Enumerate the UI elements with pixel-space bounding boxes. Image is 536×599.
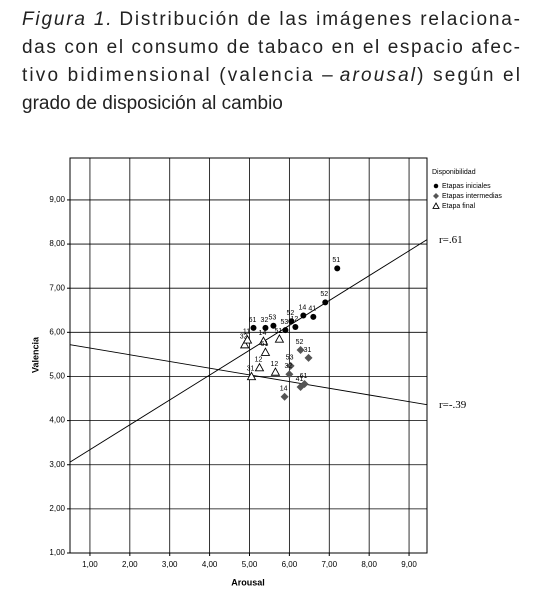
legend-label: Etapas intermedias bbox=[442, 193, 502, 200]
legend-marker bbox=[433, 193, 439, 199]
point bbox=[239, 339, 250, 349]
x-axis-label: Arousal bbox=[231, 577, 265, 587]
point-label: 31 bbox=[247, 365, 255, 372]
point bbox=[310, 313, 317, 320]
point-label: 12 bbox=[290, 316, 298, 323]
y-tick-label: 8,00 bbox=[49, 239, 65, 248]
point-label: 52 bbox=[296, 339, 304, 346]
point bbox=[285, 370, 294, 379]
point-label: 53 bbox=[280, 319, 288, 326]
point bbox=[296, 345, 305, 354]
point-label: 52 bbox=[286, 310, 294, 317]
caption-text: das con el consumo de tabaco en el espac… bbox=[22, 37, 520, 58]
point-label: 32 bbox=[240, 334, 248, 341]
x-tick-label: 9,00 bbox=[401, 560, 417, 569]
caption-text: tivo bidimensional (valencia – bbox=[22, 65, 333, 86]
caption-line: Figura 1. Distribución de las imágenes re… bbox=[22, 9, 520, 30]
caption-line: das con el consumo de tabaco en el espac… bbox=[22, 37, 520, 58]
point bbox=[322, 299, 329, 306]
point bbox=[286, 361, 295, 370]
point-label: 12 bbox=[255, 356, 263, 363]
point bbox=[250, 324, 257, 331]
caption-text: arousal bbox=[340, 65, 416, 86]
caption-text: ) según el bbox=[417, 65, 520, 86]
point-label: 41 bbox=[296, 376, 304, 383]
x-tick-label: 6,00 bbox=[282, 560, 298, 569]
caption-text: Distribución de las imágenes relaciona- bbox=[119, 9, 520, 30]
point bbox=[246, 371, 257, 381]
point-label: 14 bbox=[259, 330, 267, 337]
point-label: 14 bbox=[280, 386, 288, 393]
point bbox=[304, 353, 313, 362]
y-tick-label: 6,00 bbox=[49, 327, 65, 336]
fit-annotation: r=-.39 bbox=[439, 399, 467, 411]
y-tick-label: 5,00 bbox=[49, 372, 65, 381]
point bbox=[258, 336, 269, 345]
point bbox=[334, 265, 341, 272]
x-tick-label: 4,00 bbox=[202, 560, 218, 569]
point bbox=[296, 383, 305, 392]
point bbox=[262, 324, 269, 331]
x-tick-label: 7,00 bbox=[321, 560, 337, 569]
legend-marker bbox=[432, 202, 440, 209]
y-axis-label: Valencia bbox=[30, 336, 40, 373]
caption-line: grado de disposición al cambio bbox=[22, 93, 283, 114]
point bbox=[274, 334, 285, 343]
fit-annotation: r=.61 bbox=[439, 234, 463, 246]
point-label: 32 bbox=[261, 317, 269, 324]
plot-area bbox=[69, 157, 428, 554]
y-tick-label: 2,00 bbox=[49, 504, 65, 513]
point-label: 61 bbox=[249, 317, 257, 324]
x-tick-label: 2,00 bbox=[122, 560, 138, 569]
point bbox=[288, 318, 295, 325]
point bbox=[292, 324, 299, 331]
x-tick-label: 8,00 bbox=[361, 560, 377, 569]
legend-marker bbox=[433, 183, 439, 189]
y-tick-label: 4,00 bbox=[49, 416, 65, 425]
point-label: 31 bbox=[304, 347, 312, 354]
legend-label: Etapas iniciales bbox=[442, 183, 491, 190]
point bbox=[254, 362, 265, 372]
point bbox=[260, 347, 271, 356]
fit-line bbox=[69, 239, 428, 463]
y-tick-label: 7,00 bbox=[49, 283, 65, 292]
point-label: 52 bbox=[320, 291, 328, 298]
point-label: 53 bbox=[286, 355, 294, 362]
point bbox=[270, 367, 281, 376]
caption-label: Figura 1. bbox=[22, 9, 112, 30]
point-label: 12 bbox=[271, 361, 279, 368]
point bbox=[270, 322, 277, 329]
y-tick-label: 3,00 bbox=[49, 460, 65, 469]
point-label: 61 bbox=[261, 341, 269, 348]
caption-text: grado de disposición al cambio bbox=[22, 93, 283, 114]
point bbox=[242, 334, 253, 344]
point-label: 61 bbox=[300, 373, 308, 380]
x-tick-label: 3,00 bbox=[162, 560, 178, 569]
legend-title: Disponibilidad bbox=[432, 169, 476, 176]
point-label: 11 bbox=[243, 329, 250, 336]
point-label: 51 bbox=[275, 328, 283, 335]
x-tick-label: 5,00 bbox=[242, 560, 258, 569]
point-label: 41 bbox=[308, 306, 316, 313]
point-label: 51 bbox=[332, 257, 340, 264]
point-label: 53 bbox=[269, 315, 277, 322]
y-tick-label: 1,00 bbox=[49, 548, 65, 557]
point-label: 32 bbox=[284, 363, 292, 370]
x-tick-label: 1,00 bbox=[82, 560, 98, 569]
legend-label: Etapa final bbox=[442, 203, 476, 210]
y-tick-label: 9,00 bbox=[49, 195, 65, 204]
point bbox=[280, 392, 289, 401]
caption-line: tivo bidimensional (valencia – arousal) s… bbox=[22, 65, 520, 86]
point bbox=[300, 312, 307, 319]
point-label: 14 bbox=[298, 304, 306, 311]
point bbox=[282, 327, 289, 334]
fit-line bbox=[69, 344, 428, 406]
